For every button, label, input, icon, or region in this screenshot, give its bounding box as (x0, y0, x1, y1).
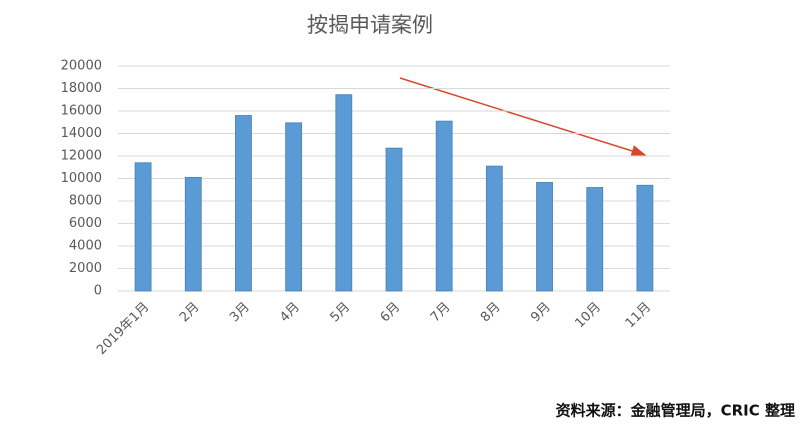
bar (335, 94, 353, 292)
y-tick-label: 14000 (61, 126, 102, 141)
bar (184, 176, 202, 292)
bar (485, 165, 503, 292)
bar (435, 120, 453, 292)
x-tick-label: 5月 (327, 300, 353, 326)
bar (636, 184, 654, 292)
x-tick-label: 3月 (227, 300, 253, 326)
x-tick-label: 8月 (478, 300, 504, 326)
x-tick-label: 7月 (428, 300, 454, 326)
y-tick-label: 2000 (69, 261, 102, 276)
x-tick-label: 10月 (573, 300, 604, 331)
y-tick-label: 18000 (61, 81, 102, 96)
y-tick-label: 4000 (69, 239, 102, 254)
chart-title: 按揭申请案例 (307, 13, 433, 37)
bar (586, 187, 604, 292)
x-tick-label: 2月 (177, 300, 203, 326)
y-tick-label: 16000 (61, 104, 102, 119)
x-tick-label: 4月 (277, 300, 303, 326)
x-tick-label: 6月 (378, 300, 404, 326)
bar (536, 182, 553, 292)
bar (285, 122, 303, 292)
bar (235, 115, 252, 292)
bar (134, 162, 152, 292)
bar (385, 147, 403, 292)
y-tick-label: 0 (94, 284, 102, 299)
source-note: 资料来源：金融管理局，CRIC 整理 (556, 402, 795, 420)
y-tick-label: 12000 (61, 149, 102, 164)
x-tick-label: 2019年1月 (94, 300, 152, 358)
y-tick-label: 8000 (69, 194, 102, 209)
y-tick-label: 20000 (61, 59, 102, 74)
x-tick-label: 9月 (528, 300, 554, 326)
x-tick-label: 11月 (623, 300, 654, 331)
y-tick-label: 10000 (61, 171, 102, 186)
y-tick-label: 6000 (69, 216, 102, 231)
trend-arrow (399, 77, 647, 157)
